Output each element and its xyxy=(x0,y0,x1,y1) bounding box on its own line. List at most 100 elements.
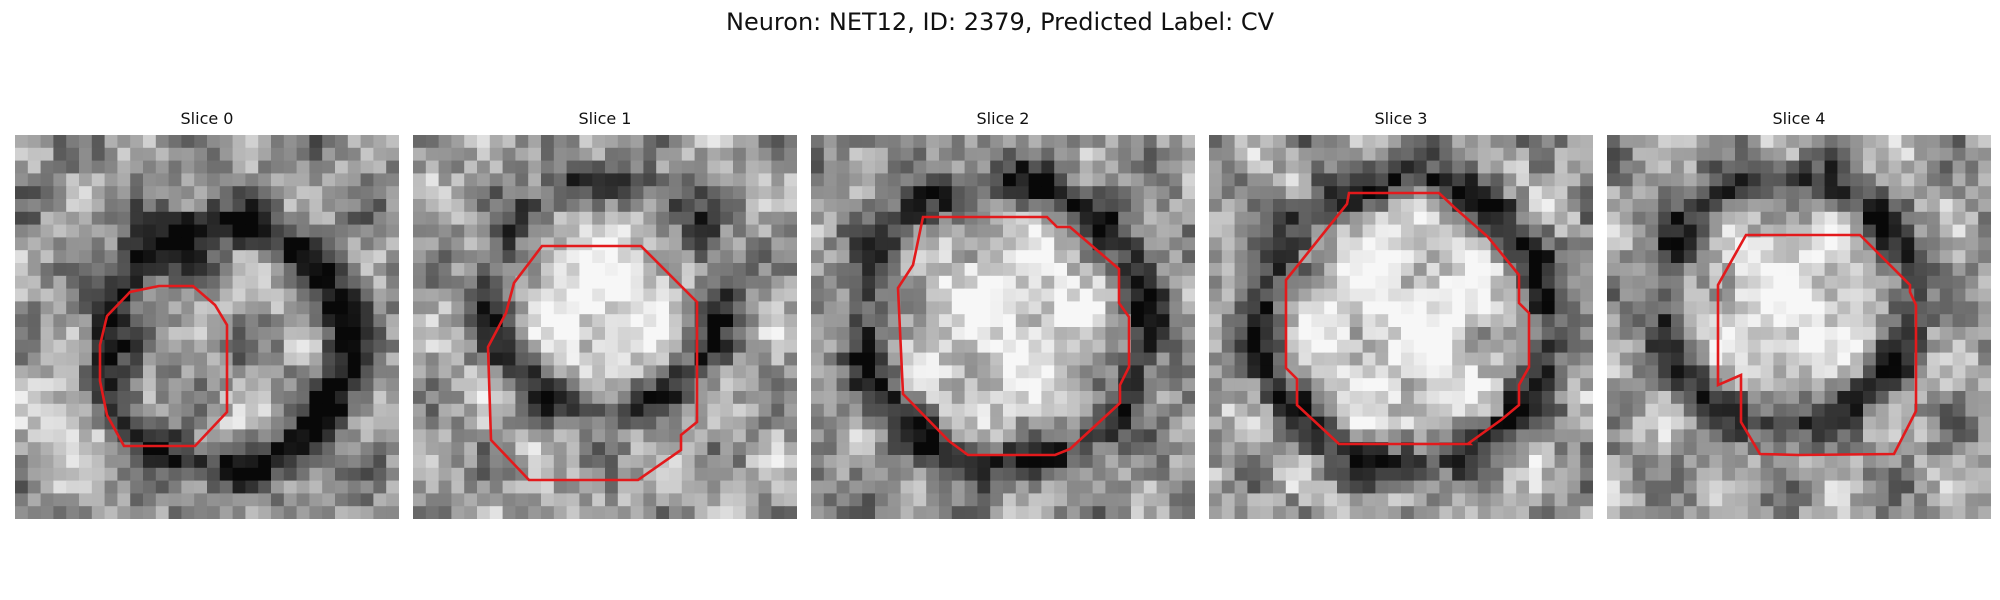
pixel xyxy=(1580,173,1593,187)
pixel xyxy=(1760,301,1774,315)
pixel xyxy=(1143,416,1158,430)
pixel xyxy=(951,391,966,405)
pixel xyxy=(1169,301,1183,315)
pixel xyxy=(168,339,182,354)
pixel xyxy=(155,339,170,354)
pixel xyxy=(849,442,863,456)
pixel xyxy=(733,480,747,494)
pixel xyxy=(373,391,387,405)
pixel xyxy=(27,403,42,418)
pixel xyxy=(579,263,593,277)
pixel xyxy=(811,224,825,238)
pixel xyxy=(811,186,825,200)
pixel xyxy=(1388,288,1402,302)
pixel xyxy=(283,429,298,443)
pixel xyxy=(707,186,721,200)
pixel xyxy=(79,135,93,149)
pixel xyxy=(207,147,221,162)
pixel xyxy=(283,493,298,507)
pixel xyxy=(1273,429,1287,443)
pixel xyxy=(1850,250,1864,264)
pixel xyxy=(1285,455,1300,469)
pixel xyxy=(1683,442,1698,456)
pixel xyxy=(1747,173,1762,187)
pixel xyxy=(1388,352,1402,366)
pixel xyxy=(451,442,465,456)
pixel xyxy=(104,250,118,264)
pixel xyxy=(1773,199,1787,213)
pixel xyxy=(1850,365,1864,379)
pixel xyxy=(1028,250,1042,264)
pixel xyxy=(117,263,131,277)
pixel xyxy=(143,173,157,187)
pixel xyxy=(1234,352,1248,366)
pixel xyxy=(1209,224,1223,238)
pixel xyxy=(489,288,504,302)
pixel xyxy=(1234,173,1248,187)
pixel xyxy=(1683,480,1698,494)
pixel xyxy=(836,135,850,149)
pixel xyxy=(438,237,452,251)
pixel xyxy=(373,378,387,392)
pixel xyxy=(1927,506,1941,519)
pixel xyxy=(1901,506,1915,519)
pixel xyxy=(592,160,606,174)
pixel xyxy=(836,173,850,187)
pixel xyxy=(1837,493,1851,507)
pixel xyxy=(1041,365,1055,379)
pixel xyxy=(528,455,542,469)
pixel xyxy=(245,224,259,238)
pixel xyxy=(1285,160,1300,174)
pixel xyxy=(1118,506,1132,519)
pixel xyxy=(1118,160,1132,174)
pixel xyxy=(784,455,797,469)
pixel xyxy=(296,378,310,392)
pixel xyxy=(617,455,632,469)
pixel xyxy=(541,224,555,238)
pixel xyxy=(1426,237,1440,251)
pixel xyxy=(1182,416,1195,430)
pixel xyxy=(977,365,991,379)
pixel xyxy=(1413,339,1428,354)
pixel xyxy=(707,327,721,341)
pixel xyxy=(1067,455,1081,469)
pixel xyxy=(707,314,721,328)
pixel xyxy=(849,339,863,354)
pixel xyxy=(1477,506,1492,519)
pixel xyxy=(1349,442,1364,456)
pixel xyxy=(1105,391,1119,405)
pixel xyxy=(1401,135,1415,149)
pixel xyxy=(1054,263,1068,277)
pixel xyxy=(1143,314,1158,328)
pixel xyxy=(1054,147,1068,162)
pixel xyxy=(887,365,902,379)
pixel xyxy=(219,416,234,430)
pixel xyxy=(1850,416,1864,430)
pixel xyxy=(951,493,966,507)
pixel xyxy=(784,365,797,379)
pixel xyxy=(296,416,310,430)
pixel xyxy=(1554,224,1568,238)
pixel xyxy=(707,429,721,443)
pixel xyxy=(464,429,478,443)
pixel xyxy=(1273,455,1287,469)
pixel xyxy=(1786,160,1800,174)
pixel xyxy=(360,199,374,213)
pixel xyxy=(1079,403,1094,418)
pixel xyxy=(347,352,362,366)
pixel xyxy=(1413,480,1428,494)
pixel xyxy=(1401,493,1415,507)
pixel xyxy=(1901,365,1915,379)
pixel xyxy=(964,480,978,494)
pixel xyxy=(1914,199,1928,213)
slice-2-image xyxy=(811,135,1195,519)
pixel xyxy=(1298,199,1312,213)
pixel xyxy=(784,160,797,174)
pixel xyxy=(1965,352,1979,366)
pixel xyxy=(1503,314,1517,328)
pixel xyxy=(1298,314,1312,328)
pixel xyxy=(1490,378,1504,392)
pixel xyxy=(1709,211,1723,226)
pixel xyxy=(977,506,991,519)
pixel xyxy=(553,237,568,251)
